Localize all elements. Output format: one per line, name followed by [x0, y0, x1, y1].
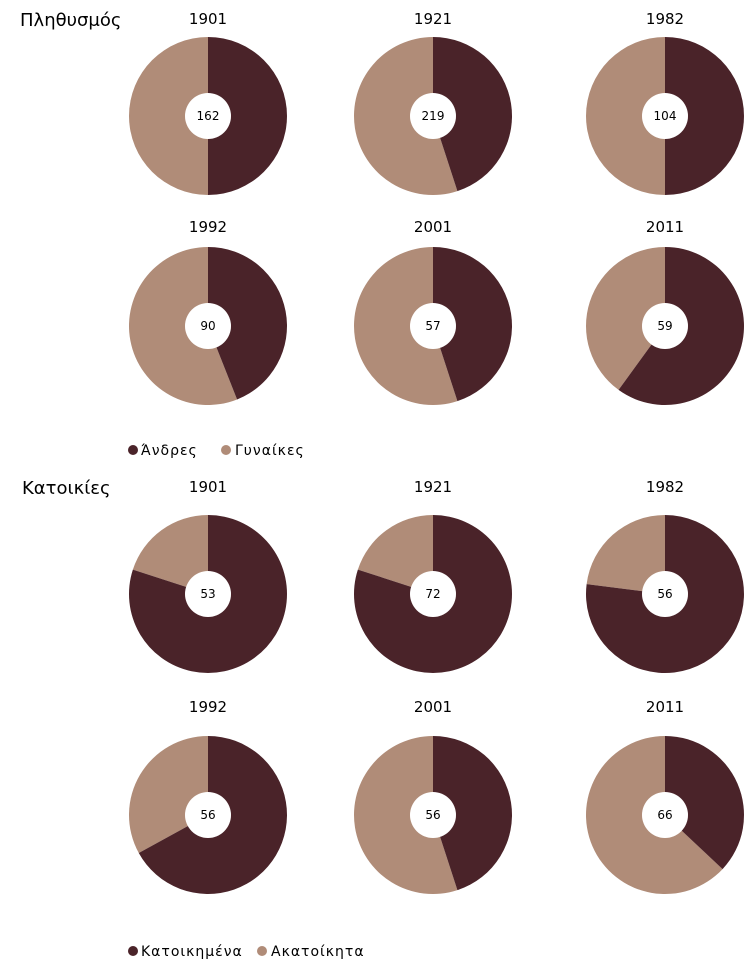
pie-slice-primary — [433, 247, 512, 402]
donut-chart: 1901 53 — [129, 478, 287, 674]
housing-legend: Κατοικημένα Ακατοίκητα — [128, 944, 365, 960]
donut-chart: 2011 66 — [586, 698, 744, 895]
chart-year-label: 1901 — [189, 10, 227, 28]
population-title: Πληθυσμός — [20, 10, 121, 31]
chart-year-label: 2001 — [414, 698, 452, 716]
chart-total-label: 56 — [200, 808, 215, 822]
pie-slice-secondary — [129, 37, 208, 195]
legend-swatch-primary — [128, 946, 138, 956]
population-legend: Άνδρες Γυναίκες — [128, 443, 305, 459]
donut-chart: 1982 56 — [586, 478, 745, 673]
donut-hole — [185, 303, 231, 349]
donut-chart: 1921 72 — [354, 478, 512, 674]
chart-year-label: 2001 — [414, 218, 452, 236]
chart-year-label: 2011 — [646, 698, 684, 716]
pie-slice-primary — [433, 736, 512, 891]
donut-hole — [410, 303, 456, 349]
donut-chart: 1992 90 — [129, 218, 287, 406]
chart-total-label: 90 — [200, 319, 215, 333]
chart-year-label: 1901 — [189, 478, 227, 496]
chart-total-label: 53 — [200, 587, 215, 601]
chart-year-label: 1992 — [189, 698, 227, 716]
donut-chart: 2001 56 — [354, 698, 512, 895]
donut-hole — [410, 93, 456, 139]
donut-charts: 1901 162 1921 219 1982 104 1992 90 2001 57 2011 59 1… — [129, 10, 745, 895]
donut-chart: 1992 56 — [129, 698, 288, 895]
pie-slice-primary — [208, 247, 287, 400]
pie-slice-primary — [208, 37, 287, 195]
donut-hole — [642, 571, 688, 617]
donut-chart: 1921 219 — [354, 10, 512, 196]
pie-slice-primary — [665, 37, 744, 195]
chart-year-label: 2011 — [646, 218, 684, 236]
pie-slice-secondary — [354, 736, 458, 895]
housing-section: Κατοικίες Κατοικημένα Ακατοίκητα — [22, 478, 365, 960]
pie-slice-secondary — [129, 247, 238, 406]
chart-total-label: 162 — [197, 109, 220, 123]
legend-label-secondary: Γυναίκες — [235, 443, 305, 459]
chart-total-label: 56 — [425, 808, 440, 822]
donut-hole — [185, 571, 231, 617]
chart-total-label: 59 — [657, 319, 672, 333]
donut-chart: 1982 104 — [586, 10, 744, 195]
chart-total-label: 104 — [654, 109, 677, 123]
donut-hole — [410, 792, 456, 838]
donut-chart: 2011 59 — [586, 218, 744, 406]
pie-slice-primary — [665, 736, 744, 870]
population-section: Πληθυσμός Άνδρες Γυναίκες — [20, 10, 305, 459]
chart-total-label: 56 — [657, 587, 672, 601]
chart-total-label: 72 — [425, 587, 440, 601]
housing-title: Κατοικίες — [22, 478, 111, 499]
pie-slice-secondary — [132, 515, 208, 594]
chart-total-label: 219 — [422, 109, 445, 123]
chart-year-label: 1982 — [646, 478, 684, 496]
donut-chart: 2001 57 — [353, 218, 512, 405]
pie-slice-primary — [433, 37, 512, 192]
chart-year-label: 1921 — [414, 478, 452, 496]
donut-hole — [642, 303, 688, 349]
donut-hole — [642, 93, 688, 139]
pie-slice-secondary — [357, 515, 433, 594]
legend-swatch-primary — [128, 445, 138, 455]
pie-slice-secondary — [586, 247, 665, 390]
chart-year-label: 1992 — [189, 218, 227, 236]
chart-total-label: 57 — [425, 319, 440, 333]
donut-chart: 1901 162 — [129, 10, 287, 195]
donut-hole — [185, 93, 231, 139]
legend-label-secondary: Ακατοίκητα — [271, 944, 365, 960]
pie-slice-secondary — [354, 37, 458, 196]
donut-hole — [642, 792, 688, 838]
donut-hole — [410, 571, 456, 617]
legend-swatch-secondary — [257, 946, 267, 956]
legend-label-primary: Άνδρες — [141, 443, 198, 459]
pie-slice-secondary — [353, 246, 458, 405]
pie-slice-secondary — [586, 37, 665, 195]
chart-year-label: 1921 — [414, 10, 452, 28]
pie-slice-secondary — [586, 515, 665, 594]
chart-total-label: 66 — [657, 808, 672, 822]
legend-label-primary: Κατοικημένα — [141, 944, 243, 960]
donut-hole — [185, 792, 231, 838]
legend-swatch-secondary — [221, 445, 231, 455]
chart-year-label: 1982 — [646, 10, 684, 28]
